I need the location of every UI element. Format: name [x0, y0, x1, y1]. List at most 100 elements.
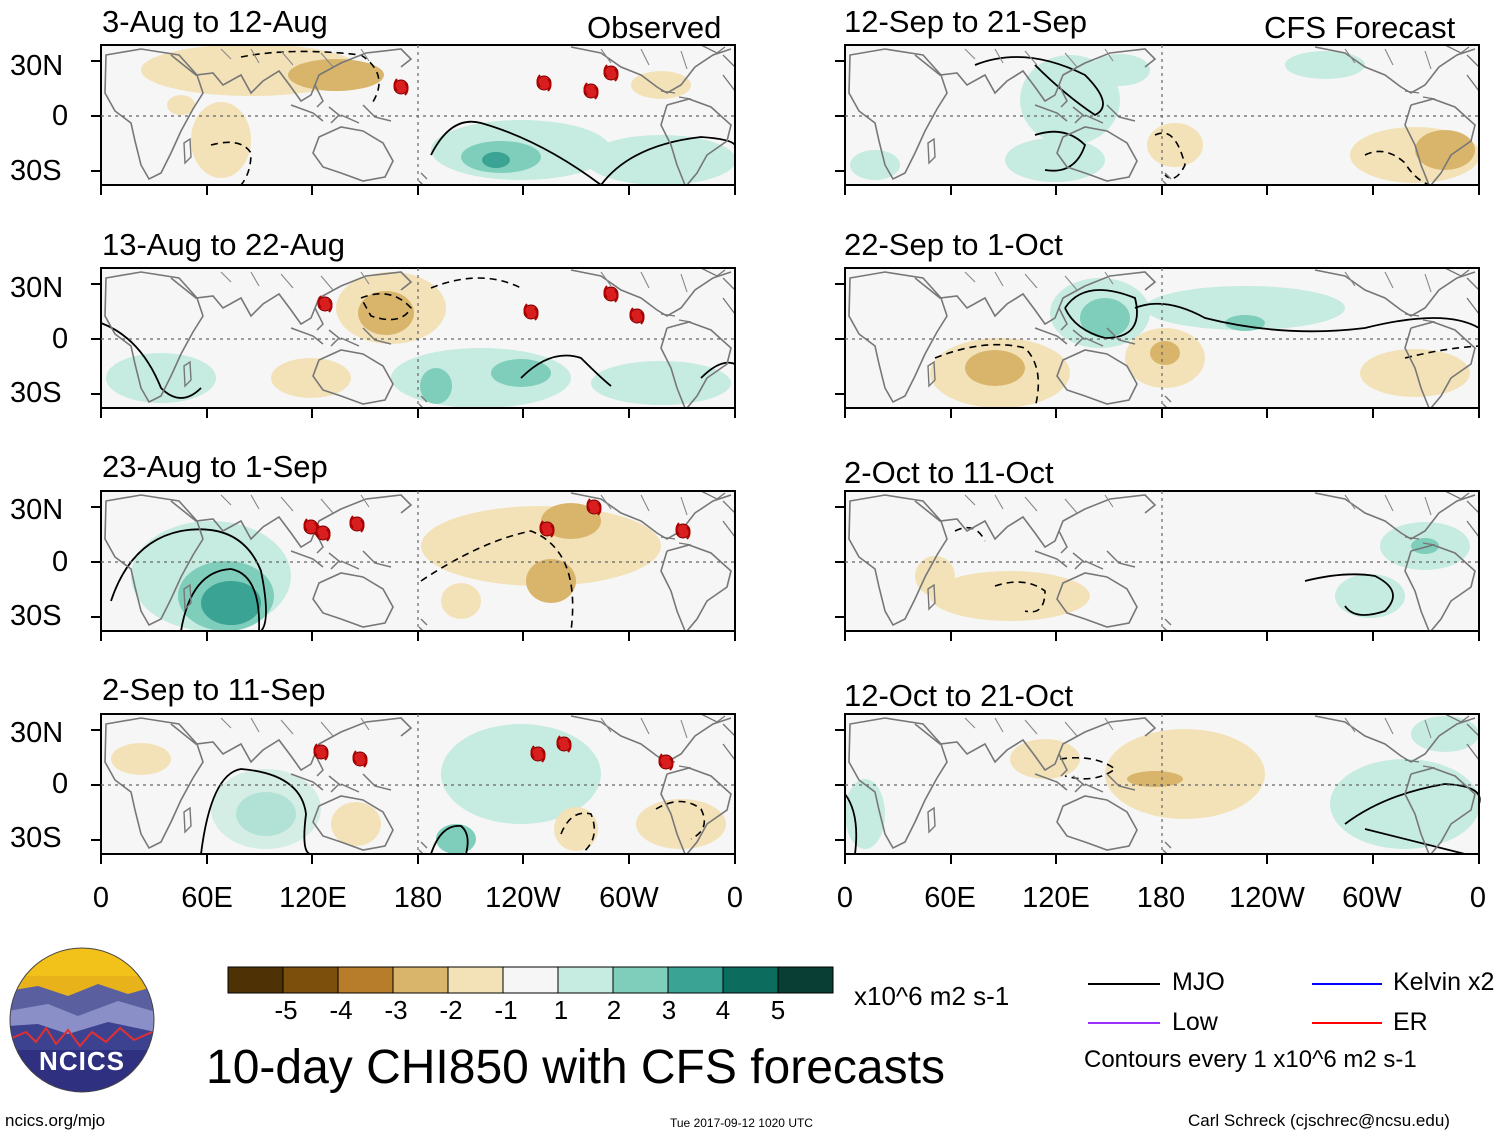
colorbar-label: 3: [661, 995, 677, 1025]
lat-label-30s-p2: 30S: [10, 377, 62, 409]
storm-marker: [586, 498, 602, 516]
colorbar-swatch: [337, 966, 394, 994]
colorbar-label: -5: [274, 995, 298, 1025]
lon-label-left-0: 0: [92, 882, 110, 914]
panel-title-right-1: 12-Sep to 21-Sep: [844, 4, 1088, 39]
panel-title-right-3: 2-Oct to 11-Oct: [844, 455, 1054, 490]
storm-marker: [603, 64, 619, 82]
colorbar: [227, 966, 834, 994]
lat-label-30s-p4: 30S: [10, 822, 62, 854]
colorbar-label: 5: [770, 995, 786, 1025]
storm-marker: [629, 307, 645, 325]
legend-low-line: [1088, 1022, 1160, 1024]
panel-right-3: [834, 490, 1480, 642]
observed-label: Observed: [587, 10, 722, 45]
panel-right-4: [834, 713, 1481, 865]
legend-mjo-label: MJO: [1172, 968, 1225, 996]
lon-label-left-0b: 0: [726, 882, 744, 914]
panel-title-left-2: 13-Aug to 22-Aug: [102, 227, 346, 262]
colorbar-label: -2: [439, 995, 463, 1025]
panel-left-2: [90, 267, 736, 419]
colorbar-label: -3: [384, 995, 408, 1025]
panel-title-left-3: 23-Aug to 1-Sep: [102, 449, 328, 484]
colorbar-swatch: [777, 966, 834, 994]
logo-emblem-icon: [9, 947, 155, 1093]
storm-marker: [603, 285, 619, 303]
lon-label-right-0b: 0: [1469, 882, 1487, 914]
lat-label-30n-p1: 30N: [10, 50, 64, 82]
legend-low-label: Low: [1172, 1008, 1218, 1036]
panel-left-1: [90, 44, 736, 196]
lat-label-30n-p2: 30N: [10, 272, 64, 304]
legend-mjo-line: [1088, 983, 1160, 985]
lat-label-30n-p4: 30N: [10, 717, 64, 749]
panel-title-left-1: 3-Aug to 12-Aug: [102, 4, 328, 39]
legend-kelvin-line: [1312, 983, 1382, 985]
colorbar-swatch: [667, 966, 724, 994]
panel-left-4: [90, 713, 736, 865]
storm-marker: [583, 82, 599, 100]
storm-marker: [352, 750, 368, 768]
footer-url: ncics.org/mjo: [5, 1111, 106, 1130]
lon-label-left-120e: 120E: [279, 882, 347, 914]
panel-right-1: [834, 44, 1480, 196]
lon-label-left-60w: 60W: [599, 882, 659, 914]
panel-title-left-4: 2-Sep to 11-Sep: [102, 672, 326, 707]
storm-marker: [349, 515, 365, 533]
legend-er-line: [1312, 1022, 1382, 1024]
lat-label-30s-p1: 30S: [10, 155, 62, 187]
lat-label-eq-p3: 0: [52, 546, 69, 578]
lon-label-left-120w: 120W: [485, 882, 561, 914]
lon-label-right-120e: 120E: [1022, 882, 1090, 914]
colorbar-label: 4: [715, 995, 731, 1025]
lon-label-left-180: 180: [393, 882, 443, 914]
colorbar-swatch: [612, 966, 669, 994]
lat-label-30s-p3: 30S: [10, 600, 62, 632]
colorbar-units: x10^6 m2 s-1: [854, 981, 1010, 1011]
colorbar-label: 1: [553, 995, 569, 1025]
footer-author: Carl Schreck (cjschrec@ncsu.edu): [1188, 1111, 1450, 1130]
storm-marker: [530, 745, 546, 763]
storm-marker: [523, 303, 539, 321]
panel-left-3: [90, 490, 736, 642]
storm-marker: [675, 522, 691, 540]
lon-label-right-120w: 120W: [1229, 882, 1305, 914]
legend-er-label: ER: [1393, 1008, 1428, 1036]
storm-marker: [393, 78, 409, 96]
legend-contours-note: Contours every 1 x10^6 m2 s-1: [1084, 1046, 1417, 1073]
lat-label-eq-p4: 0: [52, 768, 69, 800]
storm-marker: [658, 753, 674, 771]
lon-label-left-60e: 60E: [181, 882, 233, 914]
lon-label-right-0: 0: [836, 882, 854, 914]
storm-marker: [315, 524, 331, 542]
colorbar-swatch: [392, 966, 449, 994]
storm-marker: [539, 520, 555, 538]
colorbar-swatch: [282, 966, 339, 994]
panel-title-right-4: 12-Oct to 21-Oct: [844, 678, 1074, 713]
lon-label-right-60e: 60E: [924, 882, 976, 914]
lat-label-eq-p1: 0: [52, 100, 69, 132]
colorbar-swatch: [557, 966, 614, 994]
colorbar-label: -4: [329, 995, 353, 1025]
lat-label-eq-p2: 0: [52, 323, 69, 355]
storm-marker: [317, 295, 333, 313]
colorbar-label: -1: [494, 995, 518, 1025]
colorbar-swatch: [722, 966, 779, 994]
colorbar-swatch: [502, 966, 559, 994]
colorbar-swatch: [227, 966, 284, 994]
lat-label-30n-p3: 30N: [10, 494, 64, 526]
lon-label-right-180: 180: [1136, 882, 1186, 914]
main-title: 10-day CHI850 with CFS forecasts: [206, 1041, 945, 1094]
map-panels: [90, 44, 1481, 865]
storm-marker: [536, 74, 552, 92]
legend-kelvin-label: Kelvin x2: [1393, 968, 1495, 996]
colorbar-label: 2: [606, 995, 622, 1025]
storm-marker: [556, 735, 572, 753]
ncics-logo: NCICS: [8, 946, 156, 1094]
cfs-forecast-label: CFS Forecast: [1264, 10, 1456, 45]
panel-title-right-2: 22-Sep to 1-Oct: [844, 227, 1063, 262]
storm-marker: [313, 743, 329, 761]
panel-right-2: [834, 267, 1480, 419]
footer-timestamp: Tue 2017-09-12 1020 UTC: [670, 1116, 813, 1130]
colorbar-swatch: [447, 966, 504, 994]
